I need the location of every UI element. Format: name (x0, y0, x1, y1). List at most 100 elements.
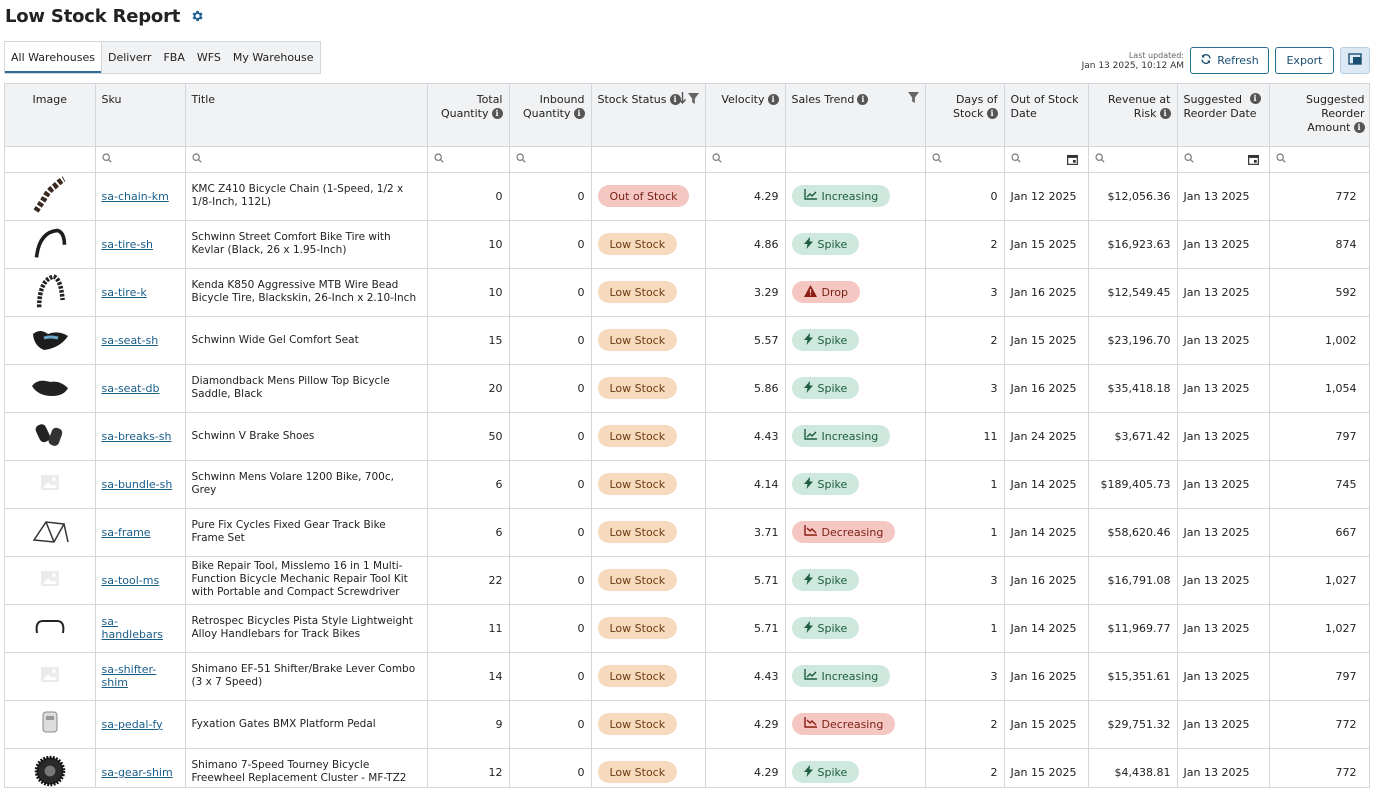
sales-trend-label: Increasing (821, 669, 879, 683)
table-row[interactable]: sa-handlebars Retrospec Bicycles Pista St… (5, 604, 1369, 653)
column-header-sales-trend[interactable]: Sales Trend i (785, 84, 926, 147)
info-icon[interactable]: i (669, 94, 681, 105)
title-cell: Diamondback Mens Pillow Top Bicycle Sadd… (185, 364, 428, 413)
velocity-cell: 4.43 (705, 412, 786, 461)
column-header-inbound-quantity[interactable]: Inbound Quantity i (509, 84, 592, 147)
inbound-quantity-cell: 0 (509, 652, 592, 701)
title-cell: Kenda K850 Aggressive MTB Wire Bead Bicy… (185, 268, 428, 317)
lightning-icon (803, 764, 813, 780)
info-icon[interactable]: i (1249, 93, 1261, 104)
filter-cell-velocity[interactable] (705, 146, 786, 173)
filter-cell-title[interactable] (185, 146, 428, 173)
tab-fba[interactable]: FBA (163, 51, 185, 64)
sku-link[interactable]: sa-seat-db (101, 381, 160, 395)
table-row[interactable]: sa-seat-db Diamondback Mens Pillow Top Bi… (5, 364, 1369, 413)
table-row[interactable]: sa-pedal-fy Fyxation Gates BMX Platform P… (5, 700, 1369, 749)
table-row[interactable]: sa-tire-sh Schwinn Street Comfort Bike Ti… (5, 220, 1369, 269)
filter-cell-inbound-quantity[interactable] (509, 146, 592, 173)
filter-cell-suggested-reorder-amount[interactable] (1269, 146, 1369, 173)
refresh-button[interactable]: Refresh (1190, 47, 1269, 74)
table-row[interactable]: sa-tool-ms Bike Repair Tool, Misslemo 16 … (5, 556, 1369, 605)
tab-deliverr[interactable]: Deliverr (108, 51, 152, 64)
inbound-quantity-cell: 0 (509, 748, 592, 787)
table-row[interactable]: sa-seat-sh Schwinn Wide Gel Comfort Seat 1… (5, 316, 1369, 365)
column-header-days-of-stock[interactable]: Days of Stock i (925, 84, 1005, 147)
column-settings-button[interactable] (1340, 47, 1370, 74)
days-of-stock-cell: 11 (925, 412, 1005, 461)
sales-trend-badge: Spike (791, 569, 860, 591)
sku-link[interactable]: sa-tool-ms (101, 573, 160, 587)
sku-link[interactable]: sa-handlebars (101, 615, 163, 641)
days-of-stock-cell: 3 (925, 652, 1005, 701)
sku-link[interactable]: sa-bundle-sh (101, 477, 173, 491)
velocity-cell: 5.71 (705, 604, 786, 653)
sku-link[interactable]: sa-gear-shim (101, 765, 173, 779)
sales-trend-cell: Spike (785, 556, 926, 605)
filter-cell-out-of-stock-date[interactable] (1004, 146, 1089, 173)
stock-status-badge: Low Stock (597, 233, 678, 255)
table-row[interactable]: sa-tire-k Kenda K850 Aggressive MTB Wire … (5, 268, 1369, 317)
tab-all-warehouses[interactable]: All Warehouses (5, 42, 102, 73)
revenue-at-risk-cell: $4,438.81 (1088, 748, 1178, 787)
table-row[interactable]: sa-gear-shim Shimano 7-Speed Tourney Bicy… (5, 748, 1369, 788)
product-image (30, 330, 70, 357)
table-row[interactable]: sa-bundle-sh Schwinn Mens Volare 1200 Bik… (5, 460, 1369, 509)
suggested-reorder-amount-cell: 772 (1269, 700, 1369, 749)
column-header-suggested-reorder-date[interactable]: Suggested Reorder Date i (1177, 84, 1270, 147)
header-row: Image Sku Title Total Quantity i Inbound … (5, 84, 1369, 147)
column-header-stock-status[interactable]: Stock Status i (591, 84, 706, 147)
filter-cell-days-of-stock[interactable] (925, 146, 1005, 173)
info-icon[interactable]: i (1353, 122, 1365, 133)
info-icon[interactable]: i (857, 94, 869, 105)
info-icon[interactable]: i (1159, 108, 1171, 119)
gear-icon[interactable] (190, 9, 204, 23)
tab-wfs[interactable]: WFS (196, 51, 221, 64)
sku-link[interactable]: sa-shifter-shim (101, 663, 157, 689)
sort-descending-icon[interactable] (678, 92, 686, 108)
out-of-stock-date-cell: Jan 16 2025 (1004, 364, 1089, 413)
velocity-cell: 4.86 (705, 220, 786, 269)
suggested-reorder-amount-cell: 1,027 (1269, 556, 1369, 605)
sku-cell: sa-seat-db (95, 364, 186, 413)
column-header-out-of-stock-date[interactable]: Out of Stock Date (1004, 84, 1089, 147)
column-header-sku[interactable]: Sku (95, 84, 186, 147)
data-table: Image Sku Title Total Quantity i Inbound … (5, 84, 1369, 788)
info-icon[interactable]: i (491, 108, 503, 119)
table-row[interactable]: sa-breaks-sh Schwinn V Brake Shoes 50 0 Low … (5, 412, 1369, 461)
stock-status-cell: Low Stock (591, 604, 706, 653)
column-header-revenue-at-risk[interactable]: Revenue at Risk i (1088, 84, 1178, 147)
column-label: Title (191, 93, 216, 106)
column-header-velocity[interactable]: Velocity i (705, 84, 786, 147)
column-header-total-quantity[interactable]: Total Quantity i (427, 84, 510, 147)
sku-link[interactable]: sa-chain-km (101, 189, 169, 203)
table-row[interactable]: sa-chain-km KMC Z410 Bicycle Chain (1-Spe… (5, 172, 1369, 221)
tab-my-warehouse[interactable]: My Warehouse (232, 51, 314, 64)
filter-cell-revenue-at-risk[interactable] (1088, 146, 1178, 173)
column-header-title[interactable]: Title (185, 84, 428, 147)
info-icon[interactable]: i (986, 108, 998, 119)
table-row[interactable]: sa-frame Pure Fix Cycles Fixed Gear Track… (5, 508, 1369, 557)
sku-link[interactable]: sa-breaks-sh (101, 429, 172, 443)
filter-cell-suggested-reorder-date[interactable] (1177, 146, 1270, 173)
sku-link[interactable]: sa-seat-sh (101, 333, 159, 347)
sku-link[interactable]: sa-frame (101, 525, 151, 539)
product-image-cell (5, 556, 96, 605)
export-button[interactable]: Export (1275, 47, 1334, 74)
info-icon[interactable]: i (573, 108, 585, 119)
column-header-suggested-reorder-amount[interactable]: Suggested Reorder Amount i (1269, 84, 1369, 147)
column-header-image[interactable]: Image (5, 84, 96, 147)
calendar-icon[interactable] (1066, 154, 1078, 168)
sku-link[interactable]: sa-tire-sh (101, 237, 154, 251)
title-cell: Retrospec Bicycles Pista Style Lightweig… (185, 604, 428, 653)
filter-cell-total-quantity[interactable] (427, 146, 510, 173)
sku-link[interactable]: sa-pedal-fy (101, 717, 163, 731)
product-image (31, 755, 69, 788)
filter-icon[interactable] (687, 92, 699, 108)
table-row[interactable]: sa-shifter-shim Shimano EF-51 Shifter/Bra… (5, 652, 1369, 701)
info-icon[interactable]: i (767, 94, 779, 105)
filter-cell-sku[interactable] (95, 146, 186, 173)
calendar-icon[interactable] (1247, 154, 1259, 168)
sku-link[interactable]: sa-tire-k (101, 285, 147, 299)
filter-icon[interactable] (907, 92, 919, 107)
stock-status-badge: Low Stock (597, 665, 678, 687)
